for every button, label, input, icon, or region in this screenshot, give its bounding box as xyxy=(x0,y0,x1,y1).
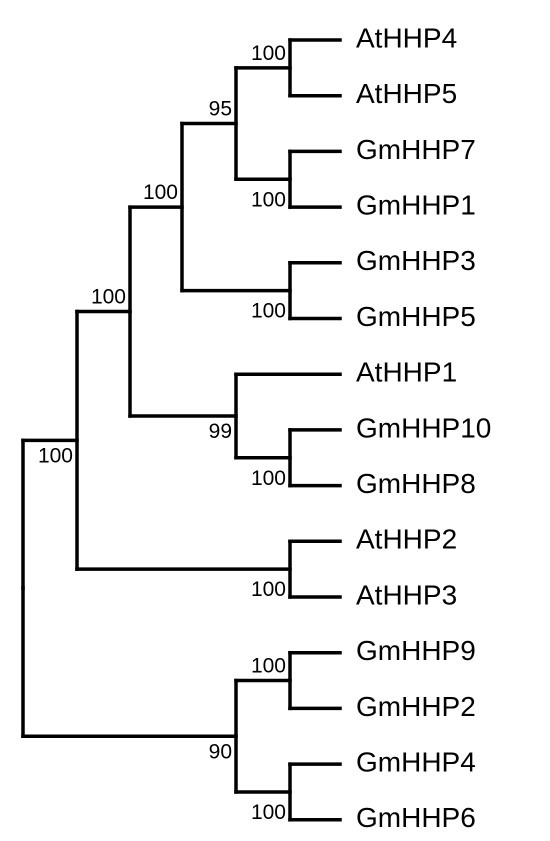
tree-branches xyxy=(21,38,342,822)
leaf-label-gmhhp2: GmHHP2 xyxy=(356,691,476,722)
leaf-label-athhp2: AtHHP2 xyxy=(356,524,457,555)
support-value-c7: 99 xyxy=(209,420,232,443)
leaf-label-gmhhp1: GmHHP1 xyxy=(356,189,476,220)
support-value-c5: 100 xyxy=(143,181,178,204)
leaf-label-athhp5: AtHHP5 xyxy=(356,78,457,109)
leaf-label-gmhhp9: GmHHP9 xyxy=(356,635,476,666)
leaf-label-gmhhp4: GmHHP4 xyxy=(356,746,476,777)
support-value-c10: 100 xyxy=(38,444,73,467)
support-value-c12: 100 xyxy=(251,801,286,824)
leaf-label-gmhhp3: GmHHP3 xyxy=(356,245,476,276)
leaf-label-gmhhp8: GmHHP8 xyxy=(356,468,476,499)
leaf-label-athhp4: AtHHP4 xyxy=(356,22,457,53)
support-value-c4: 100 xyxy=(251,300,286,323)
support-values: 100 100 95 100 100 100 99 100 100 100 100 100 90 xyxy=(38,42,286,824)
support-value-c13: 90 xyxy=(209,740,232,763)
support-value-c9: 100 xyxy=(251,578,286,601)
support-value-c11: 100 xyxy=(251,655,286,678)
leaf-label-athhp1: AtHHP1 xyxy=(356,357,457,388)
leaf-label-gmhhp10: GmHHP10 xyxy=(356,412,491,443)
leaf-label-gmhhp5: GmHHP5 xyxy=(356,301,476,332)
leaf-label-athhp3: AtHHP3 xyxy=(356,579,457,610)
leaf-label-gmhhp6: GmHHP6 xyxy=(356,802,476,833)
support-value-c1: 100 xyxy=(251,42,286,65)
support-value-c3: 95 xyxy=(209,98,232,121)
leaf-label-gmhhp7: GmHHP7 xyxy=(356,134,476,165)
support-value-c8: 100 xyxy=(91,286,126,309)
support-value-c6: 100 xyxy=(251,467,286,490)
leaf-labels: AtHHP4 AtHHP5 GmHHP7 GmHHP1 GmHHP3 GmHHP5 AtHH… xyxy=(356,22,491,833)
support-value-c2: 100 xyxy=(251,188,286,211)
